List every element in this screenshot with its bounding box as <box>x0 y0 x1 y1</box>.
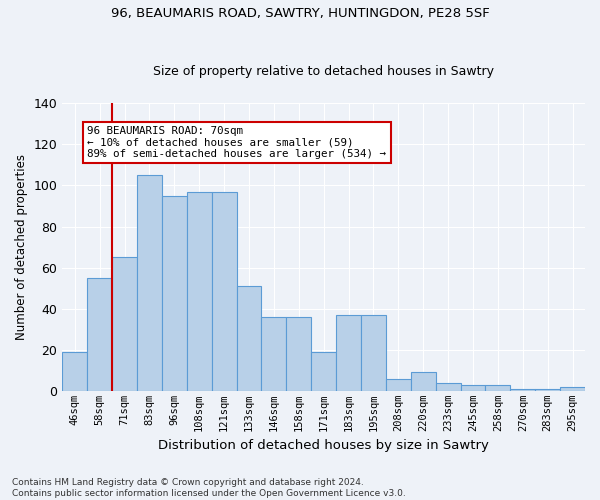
Bar <box>112 258 137 391</box>
Bar <box>461 384 485 391</box>
Title: Size of property relative to detached houses in Sawtry: Size of property relative to detached ho… <box>153 66 494 78</box>
Bar <box>236 286 262 391</box>
Text: 96, BEAUMARIS ROAD, SAWTRY, HUNTINGDON, PE28 5SF: 96, BEAUMARIS ROAD, SAWTRY, HUNTINGDON, … <box>110 8 490 20</box>
Bar <box>311 352 336 391</box>
Text: 96 BEAUMARIS ROAD: 70sqm
← 10% of detached houses are smaller (59)
89% of semi-d: 96 BEAUMARIS ROAD: 70sqm ← 10% of detach… <box>87 126 386 159</box>
Bar <box>262 317 286 391</box>
Bar <box>511 389 535 391</box>
Bar <box>535 389 560 391</box>
Bar <box>162 196 187 391</box>
Bar <box>411 372 436 391</box>
Bar <box>187 192 212 391</box>
Bar <box>137 175 162 391</box>
Bar <box>485 384 511 391</box>
Bar <box>286 317 311 391</box>
Bar <box>560 387 585 391</box>
Bar <box>87 278 112 391</box>
Text: Contains HM Land Registry data © Crown copyright and database right 2024.
Contai: Contains HM Land Registry data © Crown c… <box>12 478 406 498</box>
X-axis label: Distribution of detached houses by size in Sawtry: Distribution of detached houses by size … <box>158 440 489 452</box>
Bar <box>336 315 361 391</box>
Bar <box>62 352 87 391</box>
Bar <box>361 315 386 391</box>
Y-axis label: Number of detached properties: Number of detached properties <box>15 154 28 340</box>
Bar <box>436 382 461 391</box>
Bar <box>386 378 411 391</box>
Bar <box>212 192 236 391</box>
